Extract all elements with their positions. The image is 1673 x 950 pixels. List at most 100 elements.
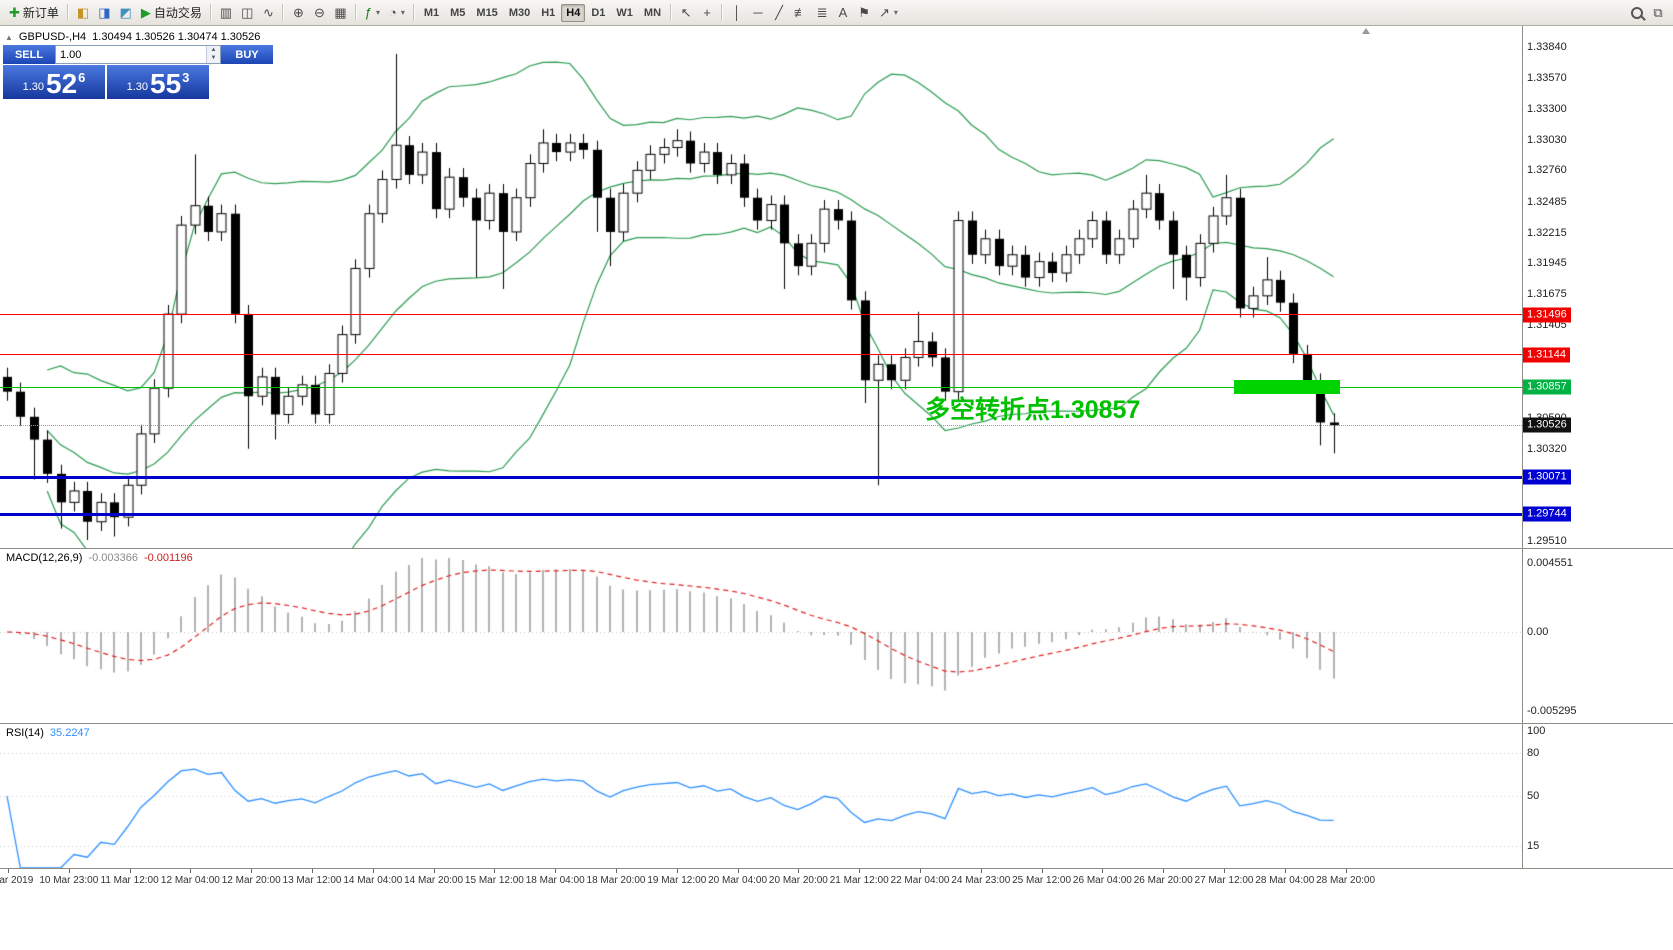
autotrading-button-label: 自动交易 xyxy=(153,6,202,20)
volume-decrease-button[interactable]: ▼ xyxy=(207,54,220,63)
timeframe-m15-button[interactable]: M15 xyxy=(476,6,498,19)
buy-price-box[interactable]: 1.30 55 3 xyxy=(107,65,209,99)
timeframe-mn-button[interactable]: MN xyxy=(643,6,662,19)
time-axis-tick-mark xyxy=(616,869,617,873)
market-watch-button[interactable]: ◧ xyxy=(73,3,93,23)
time-axis-label: 12 Mar 20:00 xyxy=(221,875,281,886)
toolbar: ✚ 新订单 ◧ ◨ ◩ ▶ 自动交易 ▥ ◫ ∿ ⊕ ⊖ ▦ ƒ ▾ ◔ ▾ M1 M5 M15 M30 H1 H4 D1 W1… xyxy=(0,0,1673,26)
macd-axis-label: 0.004551 xyxy=(1527,557,1573,569)
hline-object[interactable] xyxy=(0,314,1522,316)
macd-canvas[interactable] xyxy=(0,549,1522,723)
rsi-value: 35.2247 xyxy=(49,727,90,739)
price-axis-tick: 1.32215 xyxy=(1527,226,1567,239)
price-axis-tick: 1.30320 xyxy=(1527,442,1567,455)
timeframe-m1-button[interactable]: M1 xyxy=(423,6,440,19)
time-axis-tick-mark xyxy=(555,869,557,873)
bar-chart-icon: ▥ xyxy=(219,5,233,20)
arrows-button[interactable]: ↗ ▾ xyxy=(875,3,902,23)
vertical-line-button[interactable]: │ xyxy=(727,3,747,23)
line-chart-button[interactable]: ∿ xyxy=(258,3,278,23)
sell-price-sup: 6 xyxy=(78,70,86,85)
new-window-button[interactable]: ⧉ xyxy=(1648,3,1668,23)
timeframe-m5-button[interactable]: M5 xyxy=(450,6,466,19)
price-axis-tick: 1.33300 xyxy=(1527,102,1567,115)
zoom-out-icon: ⊖ xyxy=(313,5,325,20)
panel-separator[interactable] xyxy=(0,548,1673,549)
price-tag: 1.30526 xyxy=(1523,417,1571,433)
chart-ohlc-values: 1.30494 1.30526 1.30474 1.30526 xyxy=(92,31,261,43)
time-axis-label: 20 Mar 04:00 xyxy=(708,875,768,886)
autotrading-icon: ▶ xyxy=(140,5,151,20)
chart-symbol-period: GBPUSD-,H4 xyxy=(18,31,87,43)
price-tag: 1.30071 xyxy=(1523,469,1571,485)
toolbar-separator xyxy=(209,4,212,21)
time-axis-label: 24 Mar 23:00 xyxy=(951,875,1011,886)
volume-increase-button[interactable]: ▲ xyxy=(207,46,220,55)
timeframe-h1-button[interactable]: H1 xyxy=(541,6,556,19)
navigator-icon: ◩ xyxy=(119,5,132,20)
indicators-icon: ƒ xyxy=(364,5,372,20)
time-axis-tick-mark xyxy=(676,869,678,873)
fibonacci-icon: ≢ xyxy=(794,5,808,20)
panel-separator[interactable] xyxy=(0,723,1673,724)
panel-separator[interactable] xyxy=(0,868,1673,869)
macd-main-value: -0.003366 xyxy=(88,552,138,564)
fibonacci-button[interactable]: ≢ xyxy=(790,3,811,23)
periods-button[interactable]: ◔ ▾ xyxy=(385,3,409,23)
timeframe-w1-button[interactable]: W1 xyxy=(616,6,633,19)
rsi-canvas[interactable] xyxy=(0,724,1522,868)
new-order-button[interactable]: ✚ 新订单 xyxy=(5,3,63,23)
time-axis-tick-mark xyxy=(737,869,739,873)
horizontal-line-button[interactable]: ─ xyxy=(748,3,768,23)
price-axis-tick: 1.32760 xyxy=(1527,164,1567,177)
text-label-button[interactable]: ⚑ xyxy=(854,3,874,23)
data-window-button[interactable]: ◨ xyxy=(94,3,114,23)
bar-chart-button[interactable]: ▥ xyxy=(216,3,236,23)
text-button[interactable]: A xyxy=(833,3,853,23)
one-click-trading-panel: SELL ▲ ▼ BUY 1.30 52 6 1.30 55 3 xyxy=(3,45,273,99)
shapes-button[interactable]: ≣ xyxy=(812,3,832,23)
time-axis-tick-mark xyxy=(1284,869,1286,873)
timeframe-h4-button[interactable]: H4 xyxy=(561,3,586,22)
one-click-collapse-toggle[interactable]: ▲ xyxy=(5,32,13,42)
macd-axis-label: -0.005295 xyxy=(1527,705,1577,717)
vertical-line-icon: │ xyxy=(732,5,742,20)
indicators-button[interactable]: ƒ ▾ xyxy=(361,3,384,23)
crosshair-button[interactable]: + xyxy=(697,3,717,23)
tile-windows-icon: ▦ xyxy=(334,5,347,20)
annotation-text-object[interactable]: 多空转折点1.30857 xyxy=(925,396,1141,424)
timeframe-d1-button[interactable]: D1 xyxy=(591,6,606,19)
trendline-button[interactable]: ╱ xyxy=(769,3,789,23)
sell-button[interactable]: SELL xyxy=(3,45,55,64)
sell-price-box[interactable]: 1.30 52 6 xyxy=(3,65,105,99)
time-axis-label: 25 Mar 12:00 xyxy=(1012,875,1072,886)
rsi-indicator-label: RSI(14) 35.2247 xyxy=(6,727,90,739)
hline-object[interactable] xyxy=(0,475,1522,479)
toolbar-separator xyxy=(282,4,285,21)
zoom-out-button[interactable]: ⊖ xyxy=(309,3,329,23)
time-axis-tick-mark xyxy=(1041,869,1043,873)
hline-object[interactable] xyxy=(0,512,1522,516)
arrows-icon: ↗ xyxy=(879,5,890,20)
hline-object[interactable] xyxy=(0,354,1522,356)
macd-signal-value: -0.001196 xyxy=(143,552,193,564)
macd-indicator-label: MACD(12,26,9) -0.003366 -0.001196 xyxy=(6,552,193,564)
main-chart-canvas[interactable] xyxy=(0,26,1522,548)
volume-input[interactable] xyxy=(56,46,206,63)
tile-windows-button[interactable]: ▦ xyxy=(330,3,350,23)
macd-axis-label: 0.00 xyxy=(1527,626,1549,638)
buy-button[interactable]: BUY xyxy=(221,45,273,64)
toolbar-separator xyxy=(354,4,357,21)
search-button[interactable] xyxy=(1627,3,1647,23)
chart-shift-marker[interactable] xyxy=(1362,28,1370,34)
timeframe-m30-button[interactable]: M30 xyxy=(508,6,531,19)
highlight-rectangle-object[interactable] xyxy=(1233,380,1340,395)
navigator-button[interactable]: ◩ xyxy=(116,3,136,23)
cursor-button[interactable]: ↖ xyxy=(676,3,696,23)
zoom-in-button[interactable]: ⊕ xyxy=(288,3,308,23)
candlestick-chart-button[interactable]: ◫ xyxy=(237,3,257,23)
time-axis-label: 28 Mar 20:00 xyxy=(1316,875,1376,886)
hline-object[interactable] xyxy=(0,386,1522,388)
autotrading-button[interactable]: ▶ 自动交易 xyxy=(137,3,206,23)
price-axis-tick: 1.31675 xyxy=(1527,288,1567,301)
